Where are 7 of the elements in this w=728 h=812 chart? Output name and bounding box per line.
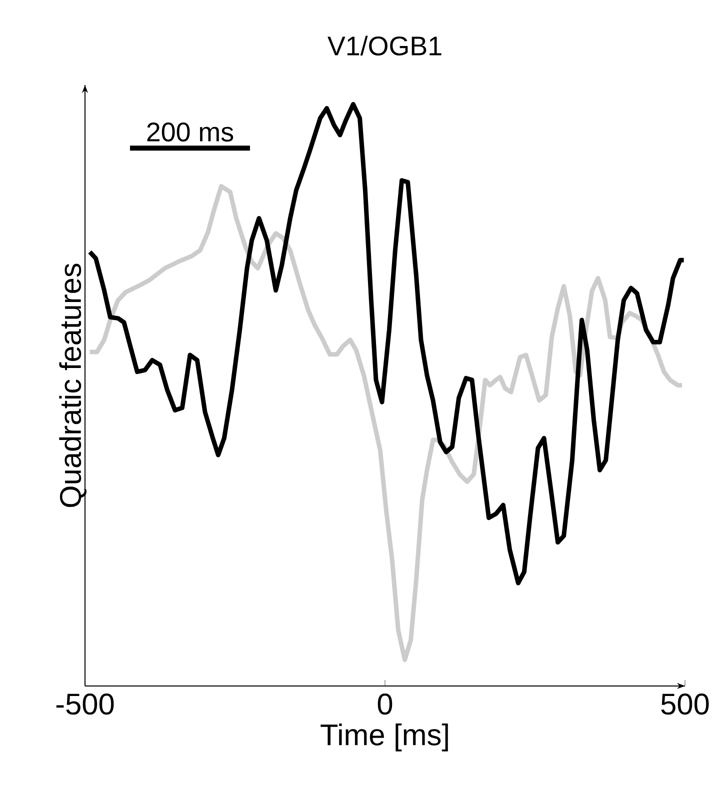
y-axis-title: Quadratic features	[59, 264, 86, 508]
chart-title: V1/OGB1	[328, 36, 442, 56]
x-tick-label: 0	[378, 694, 392, 715]
x-axis-title: Time [ms]	[320, 724, 448, 752]
x-tick-label: 500	[661, 694, 709, 715]
x-tick-label: -500	[56, 694, 114, 715]
annotation: 200 ms	[147, 122, 234, 142]
